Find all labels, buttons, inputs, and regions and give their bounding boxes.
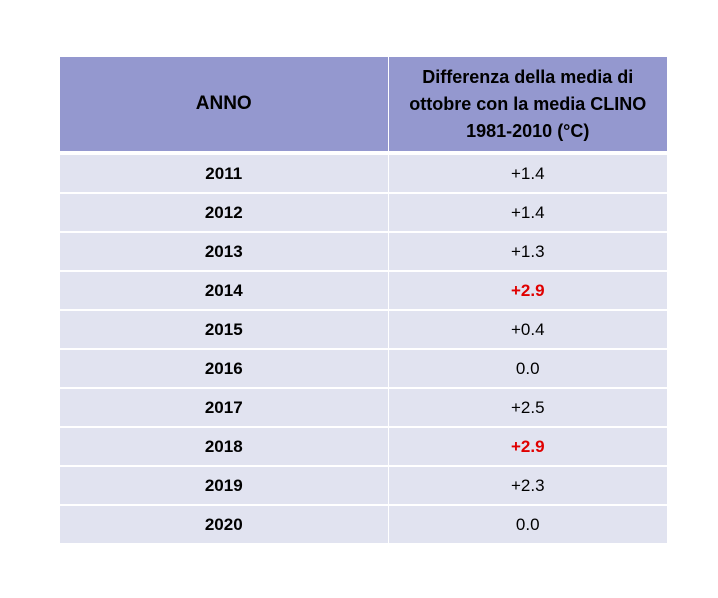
anomaly-table-container: ANNO Differenza della media di ottobre c… [60, 57, 667, 543]
table-row: 2016 0.0 [60, 349, 667, 389]
table-header-row: ANNO Differenza della media di ottobre c… [60, 57, 667, 155]
year-cell: 2018 [60, 427, 389, 467]
table-row: 2018 +2.9 [60, 427, 667, 467]
year-cell: 2015 [60, 310, 389, 350]
table-row: 2011 +1.4 [60, 153, 667, 194]
value-cell: +1.4 [388, 193, 667, 233]
year-cell: 2017 [60, 388, 389, 428]
value-cell: +2.9 [388, 271, 667, 311]
year-cell: 2013 [60, 232, 389, 272]
table-row: 2020 0.0 [60, 505, 667, 543]
table-row: 2012 +1.4 [60, 193, 667, 233]
value-cell: +0.4 [388, 310, 667, 350]
year-cell: 2014 [60, 271, 389, 311]
header-difference: Differenza della media di ottobre con la… [388, 57, 667, 155]
year-cell: 2012 [60, 193, 389, 233]
table-row: 2014 +2.9 [60, 271, 667, 311]
table-row: 2017 +2.5 [60, 388, 667, 428]
table-row: 2019 +2.3 [60, 466, 667, 506]
value-cell: 0.0 [388, 505, 667, 543]
value-cell: +2.3 [388, 466, 667, 506]
value-cell: +1.4 [388, 153, 667, 194]
year-cell: 2020 [60, 505, 389, 543]
year-cell: 2016 [60, 349, 389, 389]
value-cell: +2.9 [388, 427, 667, 467]
year-cell: 2011 [60, 153, 389, 194]
value-cell: +1.3 [388, 232, 667, 272]
table-row: 2013 +1.3 [60, 232, 667, 272]
table-row: 2015 +0.4 [60, 310, 667, 350]
header-year: ANNO [60, 57, 389, 155]
october-anomaly-table: ANNO Differenza della media di ottobre c… [60, 57, 667, 543]
value-cell: 0.0 [388, 349, 667, 389]
year-cell: 2019 [60, 466, 389, 506]
value-cell: +2.5 [388, 388, 667, 428]
